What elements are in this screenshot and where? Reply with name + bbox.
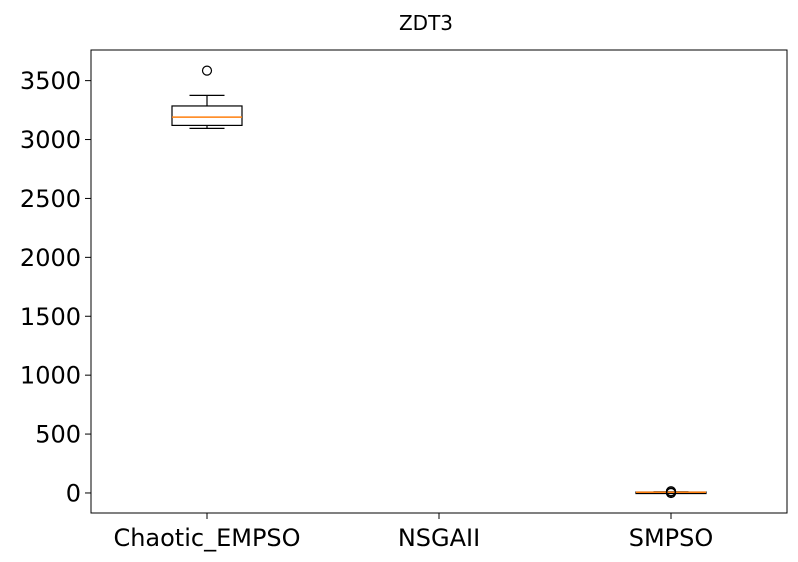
y-tick-label: 0 <box>66 479 81 507</box>
y-tick-label: 2000 <box>20 244 81 272</box>
y-tick-label: 1500 <box>20 303 81 331</box>
x-tick-label: Chaotic_EMPSO <box>113 524 300 552</box>
x-tick-label: NSGAII <box>398 524 480 552</box>
y-tick-label: 1000 <box>20 362 81 390</box>
plot-area: 0 500 1000 1500 2000 2500 3000 3500 Chaotic_EMPS… <box>20 65 714 552</box>
box <box>171 105 243 126</box>
y-tick-label: 2500 <box>20 185 81 213</box>
y-tick-label: 500 <box>35 421 81 449</box>
outlier-point <box>665 486 677 497</box>
y-tick-label: 3000 <box>20 126 81 154</box>
plot-frame <box>90 49 788 514</box>
x-tick-label: SMPSO <box>629 524 714 552</box>
outlier-point <box>201 65 213 76</box>
chart-title: ZDT3 <box>399 11 453 35</box>
y-tick-label: 3500 <box>20 67 81 95</box>
